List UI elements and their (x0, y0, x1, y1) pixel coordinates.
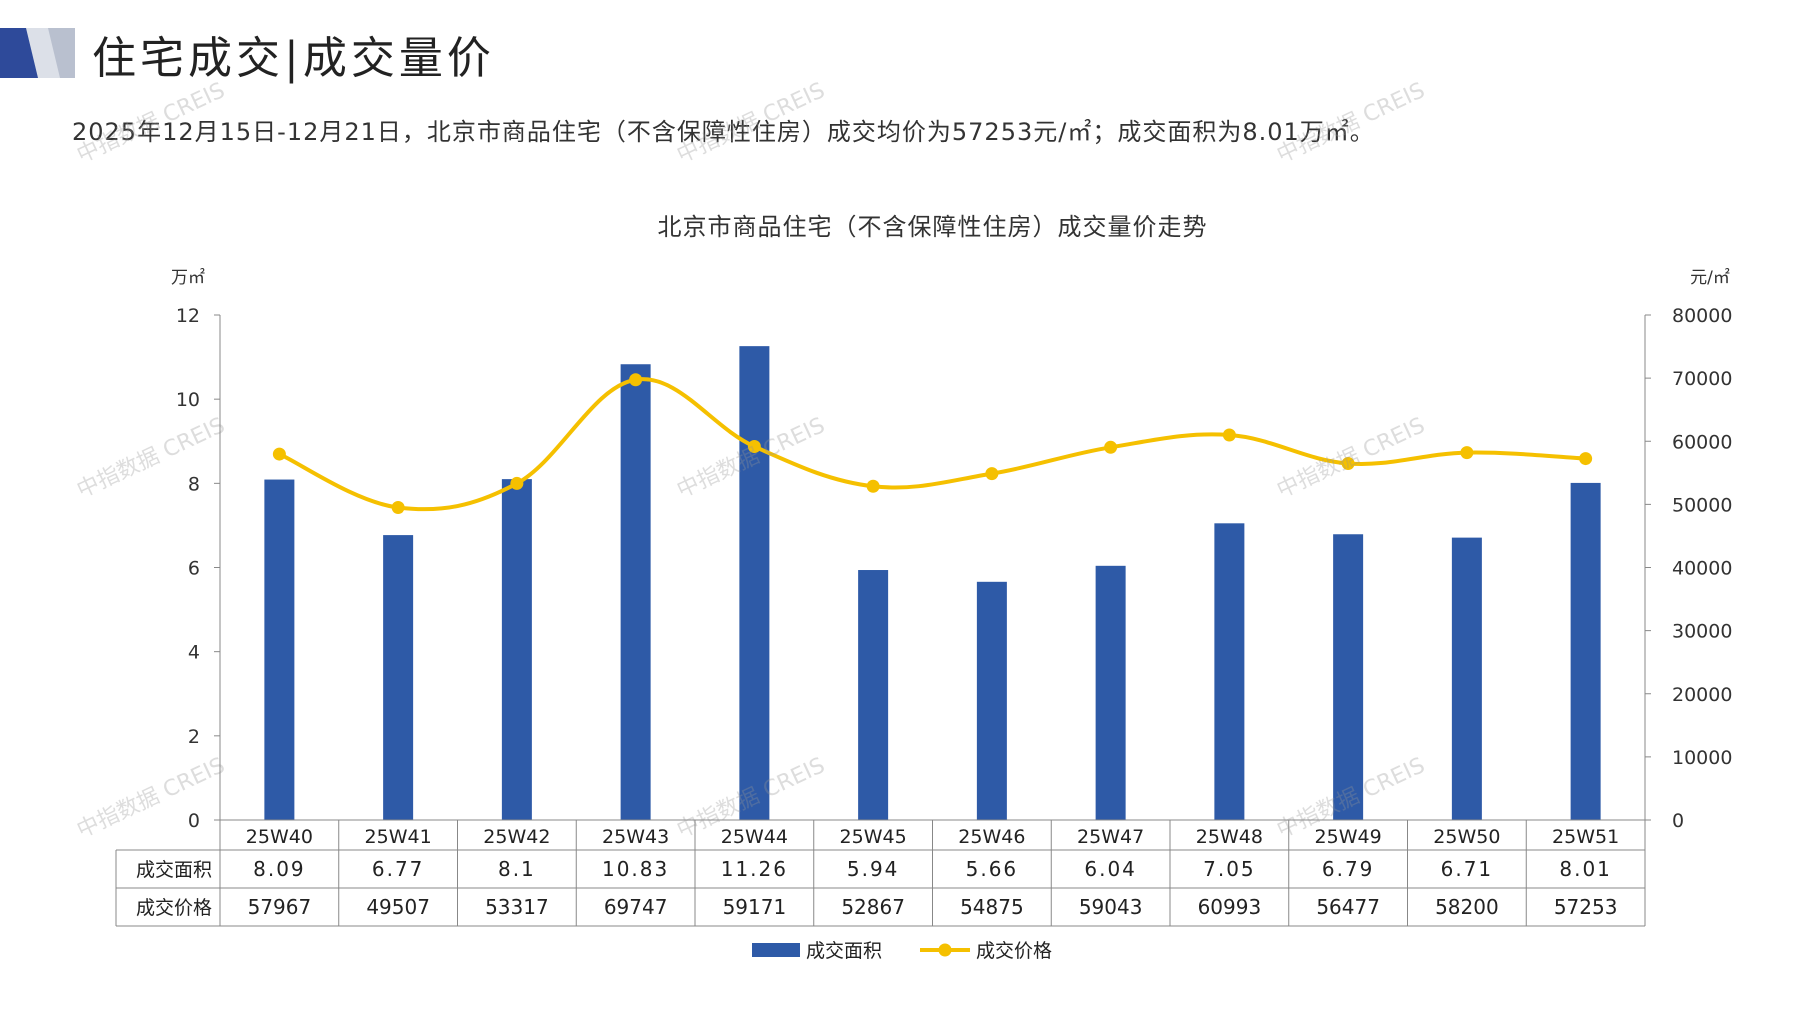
y-left-tick-label: 10 (176, 389, 200, 411)
bar-25W41 (383, 535, 414, 820)
price-point-25W49 (1341, 456, 1355, 470)
y-right-tick-label: 40000 (1672, 558, 1732, 580)
y-right-tick-label: 20000 (1672, 684, 1732, 706)
price-point-25W40 (272, 447, 286, 461)
price-point-25W48 (1222, 428, 1236, 442)
y-right-tick-label: 50000 (1672, 494, 1732, 516)
table-cell-area: 10.83 (602, 857, 669, 881)
table-cell-price: 60993 (1198, 895, 1262, 919)
y-right-tick-label: 10000 (1672, 747, 1732, 769)
table-cell-price: 59171 (723, 895, 787, 919)
y-left-tick-label: 0 (188, 810, 200, 832)
y-left-tick-label: 12 (176, 305, 200, 327)
price-point-25W43 (629, 373, 643, 387)
price-point-25W41 (391, 500, 405, 514)
y-right-axis-label: 元/㎡ (1690, 268, 1730, 288)
bar-25W40 (264, 479, 295, 820)
table-cell-price: 58200 (1435, 895, 1499, 919)
bar-25W46 (976, 581, 1007, 820)
x-tick-label: 25W43 (602, 826, 669, 848)
price-point-25W51 (1579, 452, 1593, 466)
x-tick-label: 25W45 (840, 826, 907, 848)
x-tick-label: 25W46 (958, 826, 1025, 848)
table-cell-area: 8.01 (1559, 857, 1612, 881)
table-cell-area: 8.09 (253, 857, 306, 881)
table-cell-price: 69747 (604, 895, 668, 919)
table-cell-area: 7.05 (1203, 857, 1256, 881)
table-cell-price: 54875 (960, 895, 1024, 919)
logo-dark-shape (0, 28, 38, 78)
table-cell-area: 8.1 (498, 857, 536, 881)
table-cell-area: 6.71 (1441, 857, 1494, 881)
table-cell-area: 6.79 (1322, 857, 1375, 881)
y-right-tick-label: 30000 (1672, 621, 1732, 643)
legend-label: 成交面积 (806, 940, 882, 962)
bar-25W43 (620, 364, 651, 820)
y-right-tick-label: 60000 (1672, 431, 1732, 453)
table-cell-area: 11.26 (721, 857, 788, 881)
table-cell-price: 53317 (485, 895, 549, 919)
chart-title: 北京市商品住宅（不含保障性住房）成交量价走势 (658, 213, 1208, 241)
table-cell-price: 56477 (1316, 895, 1380, 919)
legend-line-marker (938, 943, 952, 957)
bar-25W44 (739, 346, 770, 820)
bar-25W42 (501, 479, 532, 820)
brand-logo (0, 28, 75, 78)
table-cell-price: 57253 (1554, 895, 1618, 919)
bar-25W47 (1095, 565, 1126, 820)
page-title: 住宅成交|成交量价 (92, 33, 495, 84)
table-row-header: 成交面积 (136, 859, 212, 881)
price-line (278, 377, 1586, 512)
table-cell-area: 6.77 (372, 857, 425, 881)
bar-25W48 (1214, 523, 1245, 820)
table-cell-price: 57967 (248, 895, 312, 919)
price-point-25W50 (1460, 446, 1474, 460)
table-cell-price: 52867 (841, 895, 905, 919)
x-tick-label: 25W47 (1077, 826, 1144, 848)
price-point-25W46 (985, 467, 999, 481)
y-right-tick-label: 0 (1672, 810, 1684, 832)
bar-25W50 (1451, 537, 1482, 820)
y-left-axis-label: 万㎡ (171, 268, 205, 288)
price-point-25W47 (1104, 440, 1118, 454)
y-left-tick-label: 8 (188, 473, 200, 495)
x-tick-label: 25W49 (1315, 826, 1382, 848)
table-cell-price: 59043 (1079, 895, 1143, 919)
bar-25W49 (1333, 534, 1364, 820)
y-right-tick-label: 80000 (1672, 305, 1732, 327)
x-tick-label: 25W40 (246, 826, 313, 848)
y-left-tick-label: 4 (188, 642, 200, 664)
legend-bar-swatch (752, 943, 800, 957)
x-tick-label: 25W42 (483, 826, 550, 848)
table-cell-area: 6.04 (1084, 857, 1137, 881)
table-cell-area: 5.94 (847, 857, 900, 881)
bar-25W45 (858, 570, 889, 820)
table-cell-price: 49507 (366, 895, 430, 919)
x-tick-label: 25W48 (1196, 826, 1263, 848)
y-left-tick-label: 2 (188, 726, 200, 748)
y-right-tick-label: 70000 (1672, 368, 1732, 390)
x-tick-label: 25W44 (721, 826, 788, 848)
page-header: 住宅成交|成交量价 (0, 20, 1797, 84)
x-tick-label: 25W50 (1433, 826, 1500, 848)
bar-25W51 (1570, 482, 1601, 820)
y-left-tick-label: 6 (188, 558, 200, 580)
price-point-25W42 (510, 476, 524, 490)
summary-text: 2025年12月15日-12月21日，北京市商品住宅（不含保障性住房）成交均价为… (72, 118, 1375, 146)
x-tick-label: 25W41 (365, 826, 432, 848)
x-tick-label: 25W51 (1552, 826, 1619, 848)
table-cell-area: 5.66 (966, 857, 1019, 881)
price-point-25W44 (747, 439, 761, 453)
table-row-header: 成交价格 (136, 897, 212, 919)
legend-label: 成交价格 (976, 940, 1052, 962)
price-point-25W45 (866, 479, 880, 493)
